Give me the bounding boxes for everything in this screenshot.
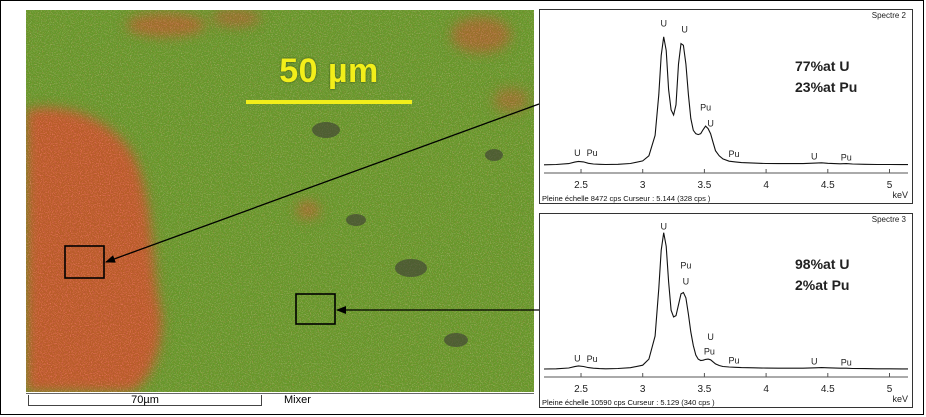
peak-label: Pu [587, 148, 598, 158]
x-tick-label: 4 [763, 384, 769, 395]
peak-label: Pu [729, 356, 740, 366]
spectrum-title: Spectre 2 [871, 11, 906, 20]
peak-label: Pu [841, 357, 852, 367]
mode-label: Mixer [284, 394, 311, 406]
peak-label: U [683, 276, 690, 286]
x-axis-unit: keV [892, 190, 908, 200]
peak-label: U [660, 221, 667, 231]
peak-label: U [811, 151, 818, 161]
annotation-line-u: 77%at U [795, 58, 850, 74]
x-tick-label: 2.5 [574, 384, 588, 395]
annotation-line-pu: 23%at Pu [795, 79, 858, 95]
image-info-bar: 70µm Mixer [26, 393, 534, 408]
x-tick-label: 4.5 [821, 180, 835, 191]
spectrum-panel-1: 2.5 3 3.5 4 4.5 5 keV U Pu U U Pu U Pu U Pu Spectre 2 7… [539, 9, 913, 204]
x-tick-label: 3 [640, 180, 646, 191]
micro-scale-bar [246, 100, 412, 104]
spectrum-curve [543, 36, 908, 166]
spectrum-annotation: 77%at U 23%at Pu [795, 56, 857, 98]
peak-label: U [707, 119, 714, 129]
spectrum-title: Spectre 3 [871, 215, 906, 224]
bottom-scale-bar: 70µm [28, 395, 262, 406]
spectrum-footer: Pleine échelle 10590 cps Curseur : 5.129… [542, 398, 715, 407]
peak-label: U [681, 24, 688, 34]
peak-label: U [660, 18, 667, 28]
spectrum-curve [543, 232, 908, 370]
peak-label: Pu [729, 149, 740, 159]
x-tick-label: 5 [887, 180, 893, 191]
peak-label: Pu [680, 261, 691, 271]
peak-label: U [811, 356, 818, 366]
spectrum-footer: Pleine échelle 8472 cps Curseur : 5.144 … [542, 194, 711, 203]
x-tick-label: 4.5 [821, 384, 835, 395]
x-tick-label: 3 [640, 384, 646, 395]
x-tick-label: 2.5 [574, 180, 588, 191]
x-axis-unit: keV [892, 394, 908, 404]
x-tick-label: 5 [887, 384, 893, 395]
peak-label: Pu [700, 102, 711, 112]
peak-label: U [574, 148, 581, 158]
x-tick-label: 3.5 [697, 384, 711, 395]
peak-label: U [707, 332, 714, 342]
peak-label: Pu [841, 152, 852, 162]
spectrum-panel-2: 2.5 3 3.5 4 4.5 5 keV U Pu U Pu U U Pu Pu U Pu Spectre 3… [539, 213, 913, 408]
annotation-line-pu: 2%at Pu [795, 277, 850, 293]
peak-label: Pu [704, 346, 715, 356]
x-tick-label: 3.5 [697, 180, 711, 191]
peak-label: U [574, 354, 581, 364]
spectrum-annotation: 98%at U 2%at Pu [795, 254, 849, 296]
annotation-line-u: 98%at U [795, 256, 850, 272]
peak-label: Pu [587, 354, 598, 364]
x-tick-label: 4 [763, 180, 769, 191]
micro-scale-label: 50 µm [279, 52, 379, 90]
